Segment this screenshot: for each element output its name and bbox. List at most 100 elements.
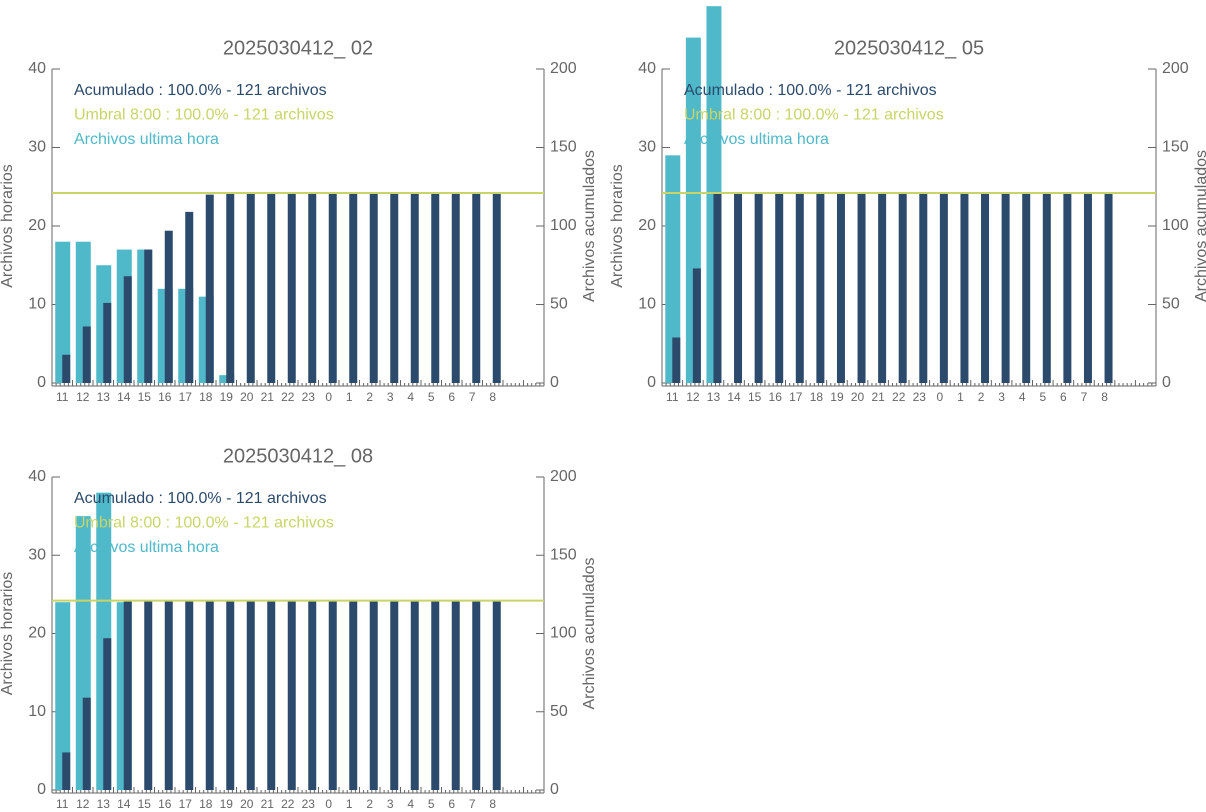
x-tick-label: 19 [830,390,844,404]
bar [451,600,460,790]
x-tick-label: 4 [1019,390,1026,404]
x-tick-label: 6 [448,797,455,811]
x-tick-label: 7 [469,390,476,404]
bar [754,193,763,383]
y2-tick-label: 100 [1162,217,1189,234]
chart-title: 2025030412_ 02 [223,37,373,59]
x-tick-label: 11 [56,390,69,404]
y-tick-label: 0 [647,374,656,391]
chart-title: 2025030412_ 05 [834,37,984,59]
x-tick-label: 20 [240,797,254,811]
legend-label: Umbral 8:00 : 100.0% - 121 archivos [74,107,334,124]
bar [410,600,419,790]
x-tick-label: 8 [489,797,496,811]
y-tick-label: 10 [638,296,656,313]
y-axis-title: Archivos horarios [0,164,16,288]
x-tick-label: 13 [97,390,111,404]
x-tick-label: 13 [707,390,721,404]
x-tick-label: 7 [469,797,476,811]
x-tick-label: 16 [158,797,172,811]
legend-label: Archivos ultima hora [684,131,829,148]
y-tick-label: 30 [28,546,46,563]
bar [226,600,235,790]
bar [775,193,784,383]
x-tick-label: 23 [302,390,316,404]
x-tick-label: 20 [240,390,254,404]
x-tick-label: 23 [302,797,316,811]
y-tick-label: 20 [28,217,46,234]
bar [287,193,296,383]
bar [185,211,194,383]
y2-axis-title: Archivos acumulados [581,150,598,302]
bar [390,600,399,790]
x-tick-label: 3 [387,390,394,404]
x-tick-label: 14 [117,797,131,811]
x-tick-label: 2 [366,390,373,404]
bar [919,193,928,383]
x-tick-label: 16 [158,390,172,404]
x-tick-label: 6 [1060,390,1067,404]
legend-label: Archivos ultima hora [74,539,219,556]
x-tick-label: 18 [199,797,213,811]
x-tick-label: 16 [769,390,783,404]
bar [665,155,681,383]
bar [878,193,887,383]
bar [431,193,440,383]
bar [369,600,378,790]
bar [1042,193,1051,383]
x-tick-label: 3 [387,797,394,811]
legend-label: Acumulado : 100.0% - 121 archivos [74,490,327,507]
legend-label: Acumulado : 100.0% - 121 archivos [74,82,327,99]
x-tick-label: 12 [76,390,90,404]
bar [328,600,337,790]
bar [795,193,804,383]
x-tick-label: 19 [220,390,234,404]
x-tick-label: 5 [1039,390,1046,404]
bar [62,354,71,383]
legend-label: Umbral 8:00 : 100.0% - 121 archivos [684,107,944,124]
y-tick-label: 10 [28,296,46,313]
y2-tick-label: 50 [550,296,568,313]
y2-tick-label: 50 [1162,296,1180,313]
bar [431,600,440,790]
bar [349,600,358,790]
bar [103,638,112,790]
x-tick-label: 21 [871,390,885,404]
bar [981,193,990,383]
x-tick-label: 2 [366,797,373,811]
bar [1022,193,1031,383]
bar [267,600,276,790]
bar [62,752,71,790]
x-tick-label: 1 [346,390,353,404]
bar [960,193,969,383]
bar [185,600,194,790]
bar [328,193,337,383]
x-tick-label: 18 [199,390,213,404]
y-tick-label: 20 [28,625,46,642]
y2-tick-label: 0 [550,374,559,391]
bar [1104,193,1113,383]
x-tick-label: 17 [179,390,193,404]
x-tick-label: 11 [56,797,69,811]
x-tick-label: 15 [138,797,152,811]
x-tick-label: 15 [748,390,762,404]
bar [816,193,825,383]
bar [1063,193,1072,383]
x-tick-label: 3 [998,390,1005,404]
bar [939,193,948,383]
x-tick-label: 13 [97,797,111,811]
bar [672,337,681,383]
bar [164,600,173,790]
bar [287,600,296,790]
bar [451,193,460,383]
y-tick-label: 40 [28,468,46,485]
x-tick-label: 12 [686,390,700,404]
y-tick-label: 40 [28,60,46,77]
x-tick-label: 14 [117,390,131,404]
bar [1083,193,1092,383]
x-tick-label: 22 [281,797,295,811]
y2-tick-label: 0 [1162,374,1171,391]
legend-label: Archivos ultima hora [74,131,219,148]
bar [144,249,153,383]
